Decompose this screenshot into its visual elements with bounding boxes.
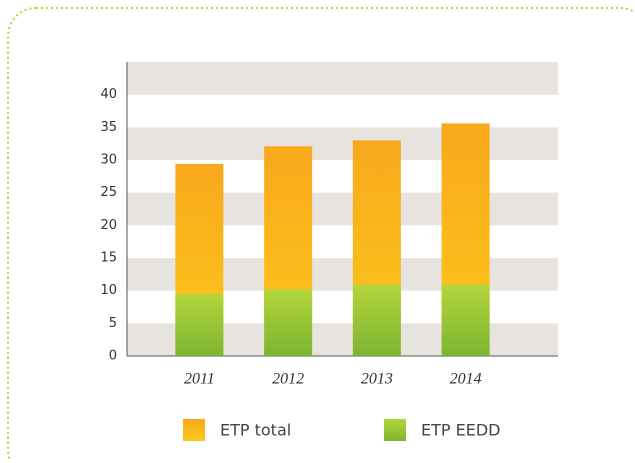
y-tick-label: 40 — [100, 87, 117, 102]
bar — [264, 289, 313, 356]
bar — [175, 293, 224, 356]
x-tick-label: 2014 — [450, 371, 482, 388]
y-tick-label: 15 — [100, 251, 117, 266]
y-tick-label: 20 — [100, 218, 117, 233]
y-tick-label: 10 — [100, 283, 117, 298]
legend-swatch — [384, 419, 406, 441]
legend-label: ETP total — [220, 421, 291, 440]
grid-band — [127, 62, 558, 95]
legend-swatch — [183, 419, 205, 441]
y-tick-label: 25 — [100, 185, 117, 200]
x-tick-label: 2012 — [272, 371, 304, 388]
grid-band — [127, 127, 558, 160]
bar — [352, 284, 401, 356]
bar — [441, 284, 490, 356]
y-tick-label: 35 — [100, 120, 117, 135]
y-tick-label: 5 — [109, 316, 117, 331]
y-tick-label: 0 — [109, 349, 117, 364]
x-tick-label: 2013 — [361, 371, 393, 388]
y-tick-label: 30 — [100, 153, 117, 168]
x-tick-label: 2011 — [184, 371, 215, 388]
legend-label: ETP EEDD — [421, 421, 500, 440]
frame — [7, 7, 635, 463]
